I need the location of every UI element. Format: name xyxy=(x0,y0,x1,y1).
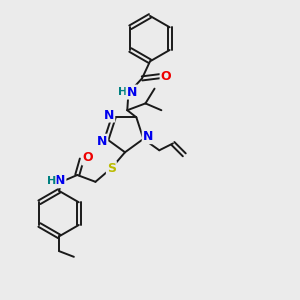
Text: H: H xyxy=(118,87,128,97)
Text: N: N xyxy=(127,85,137,98)
Text: S: S xyxy=(107,162,116,175)
Text: N: N xyxy=(97,135,107,148)
Text: O: O xyxy=(160,70,171,83)
Text: N: N xyxy=(55,174,65,187)
Text: N: N xyxy=(104,109,114,122)
Text: O: O xyxy=(82,152,93,164)
Text: N: N xyxy=(143,130,153,143)
Text: H: H xyxy=(46,176,56,186)
